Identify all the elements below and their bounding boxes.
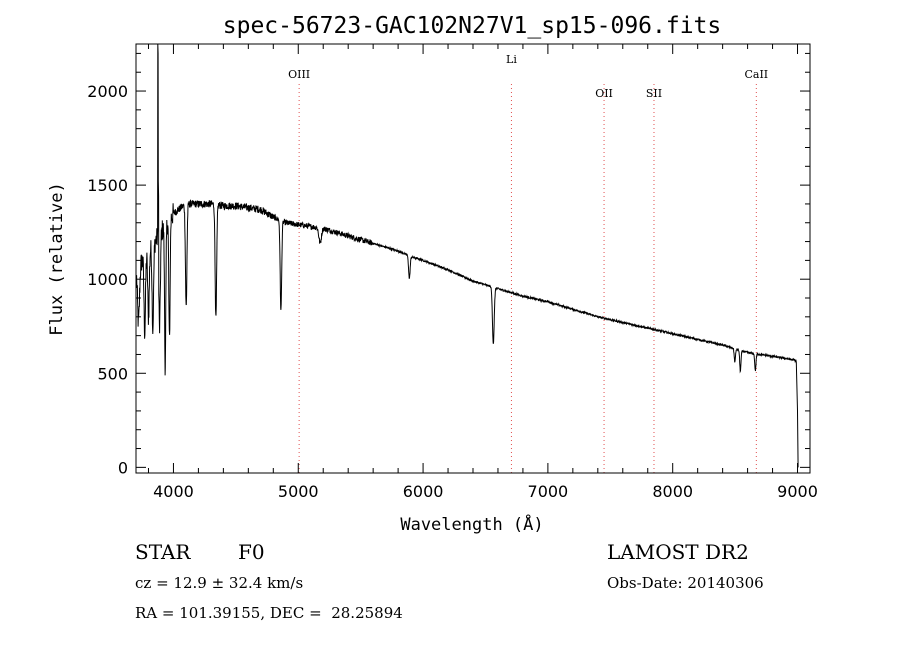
x-tick-label: 7000 <box>528 482 569 501</box>
plot-frame <box>135 43 811 474</box>
line-label-sii: SII <box>646 87 662 100</box>
y-tick-label: 1000 <box>87 270 128 289</box>
spectral-line-markers: OIII Li OII SII CaII <box>288 53 768 473</box>
object-subclass: F0 <box>238 540 265 564</box>
object-class: STAR <box>135 540 191 564</box>
x-tick-label: 5000 <box>278 482 319 501</box>
x-axis-label: Wavelength (Å) <box>400 513 543 535</box>
line-label-caii: CaII <box>744 68 768 81</box>
x-tick-label: 6000 <box>403 482 444 501</box>
y-tick-label: 0 <box>118 458 128 477</box>
line-label-li: Li <box>506 53 517 66</box>
axis-ticks: 4000 5000 6000 7000 8000 9000 0 500 1000 1500 2000 <box>87 44 818 501</box>
x-tick-label: 8000 <box>652 482 693 501</box>
y-tick-label: 500 <box>97 364 128 383</box>
x-tick-label: 4000 <box>153 482 194 501</box>
line-label-oii: OII <box>595 87 613 100</box>
redshift-info: cz = 12.9 ± 32.4 km/s <box>135 574 304 592</box>
survey-name: LAMOST DR2 <box>607 540 749 564</box>
observation-date: Obs-Date: 20140306 <box>607 574 764 592</box>
line-label-oiii: OIII <box>288 68 310 81</box>
y-tick-label: 2000 <box>87 82 128 101</box>
y-tick-label: 1500 <box>87 176 128 195</box>
y-axis-label: Flux (relative) <box>47 182 67 336</box>
x-tick-label: 9000 <box>777 482 818 501</box>
coordinates: RA = 101.39155, DEC = 28.25894 <box>135 604 403 622</box>
spectrum-line <box>136 43 799 468</box>
chart-title: spec-56723-GAC102N27V1_sp15-096.fits <box>223 13 722 39</box>
